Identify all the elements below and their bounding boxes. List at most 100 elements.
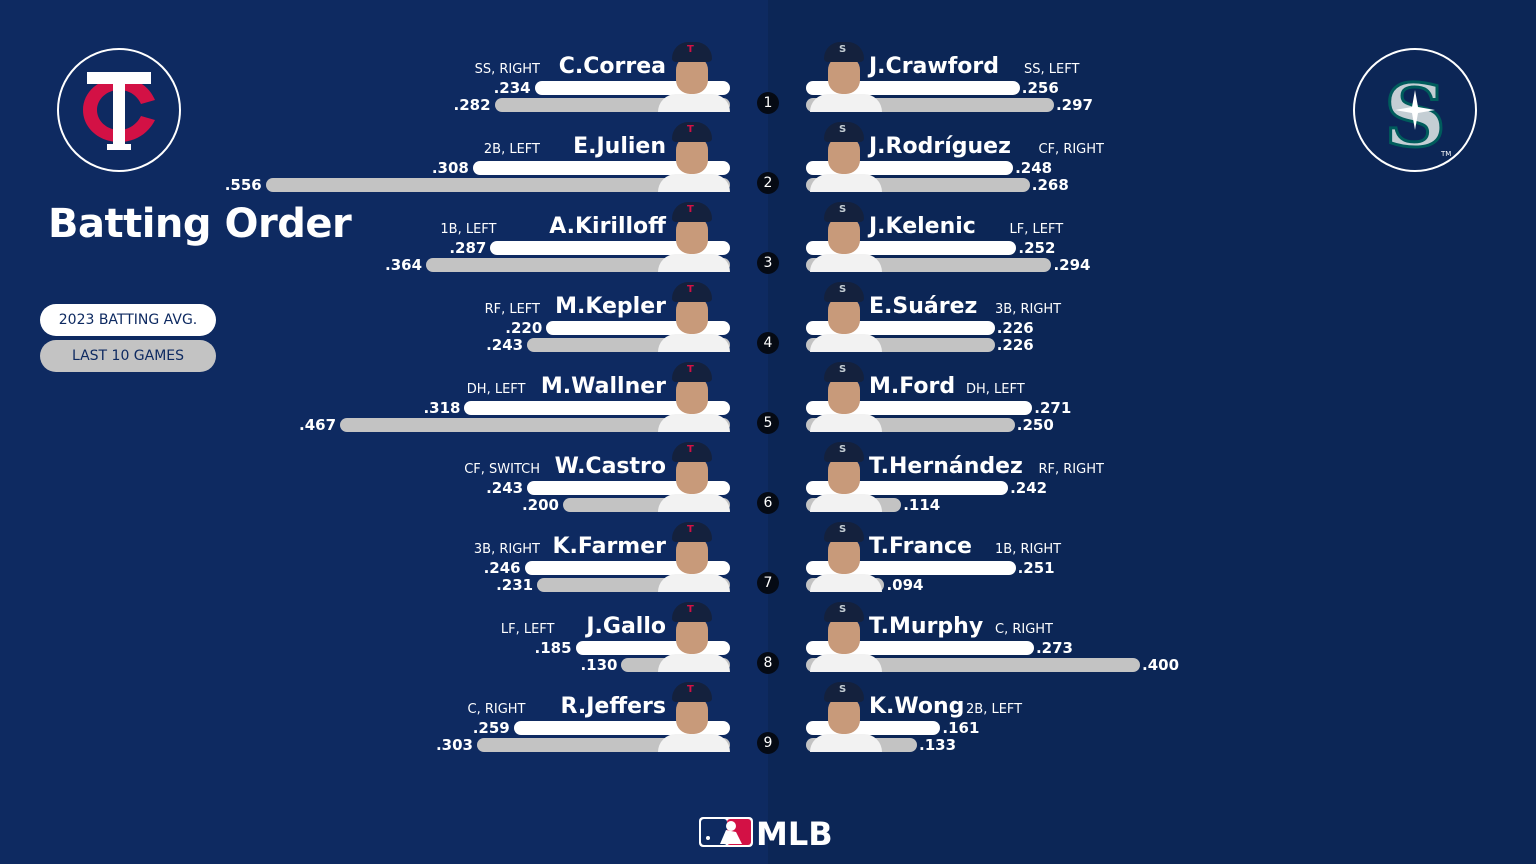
player-name[interactable]: J.Crawford xyxy=(869,54,999,79)
face-shape xyxy=(828,456,860,494)
season-avg-value: .271 xyxy=(1034,399,1072,417)
face-shape xyxy=(828,136,860,174)
cap-shape xyxy=(824,602,864,622)
face-shape xyxy=(676,616,708,654)
cap-shape xyxy=(824,122,864,142)
last-10-avg-value: .231 xyxy=(496,576,534,594)
last-10-avg-value: .114 xyxy=(903,496,941,514)
face-shape xyxy=(828,536,860,574)
player-position: SS, LEFT xyxy=(1024,62,1080,77)
season-avg-bar xyxy=(806,401,1033,415)
player-name[interactable]: T.Murphy xyxy=(869,614,984,639)
face-shape xyxy=(676,296,708,334)
season-avg-value: .246 xyxy=(483,559,521,577)
player-position: LF, LEFT xyxy=(1009,222,1064,237)
last-10-avg-value: .556 xyxy=(224,176,262,194)
player-name[interactable]: K.Farmer xyxy=(552,534,666,559)
last-10-avg-bar xyxy=(340,418,730,432)
face-shape xyxy=(828,216,860,254)
last-10-avg-value: .364 xyxy=(385,256,423,274)
cap-shape xyxy=(672,42,712,62)
cap-shape xyxy=(824,682,864,702)
cap-shape xyxy=(824,442,864,462)
player-name[interactable]: J.Gallo xyxy=(586,614,666,639)
page-title: Batting Order xyxy=(48,201,352,247)
mariners-cap-logo-icon: S xyxy=(839,684,847,695)
face-shape xyxy=(828,296,860,334)
season-avg-value: .242 xyxy=(1010,479,1048,497)
player-name[interactable]: M.Kepler xyxy=(555,294,666,319)
last-10-avg-bar xyxy=(426,258,730,272)
last-10-avg-bar xyxy=(265,178,730,192)
twins-player-photo: T xyxy=(654,440,730,512)
player-name[interactable]: E.Suárez xyxy=(869,294,978,319)
batting-order-number: 1 xyxy=(757,92,779,114)
face-shape xyxy=(676,376,708,414)
player-position: C, RIGHT xyxy=(467,702,526,717)
last-10-avg-value: .400 xyxy=(1142,656,1180,674)
legend-season-avg: 2023 BATTING AVG. xyxy=(40,304,216,336)
jersey-shape xyxy=(658,414,730,432)
last-10-avg-value: .130 xyxy=(580,656,618,674)
player-position: LF, LEFT xyxy=(500,622,555,637)
player-name[interactable]: E.Julien xyxy=(573,134,666,159)
cap-shape xyxy=(672,602,712,622)
twins-player-photo: T xyxy=(654,680,730,752)
last-10-avg-bar xyxy=(806,658,1140,672)
page-title-text: Batting Order xyxy=(48,201,352,247)
player-name[interactable]: M.Ford xyxy=(869,374,956,399)
twins-cap-logo-icon: T xyxy=(687,44,694,55)
player-name[interactable]: M.Wallner xyxy=(540,374,666,399)
mariners-cap-logo-icon: S xyxy=(839,364,847,375)
jersey-shape xyxy=(810,94,882,112)
player-name[interactable]: T.Hernández xyxy=(869,454,1023,479)
player-position: 2B, LEFT xyxy=(966,702,1023,717)
player-position: CF, RIGHT xyxy=(1038,142,1104,157)
last-10-avg-value: .467 xyxy=(299,416,337,434)
batting-order-number: 8 xyxy=(757,652,779,674)
twins-player-photo: T xyxy=(654,600,730,672)
mariners-cap-logo-icon: S xyxy=(839,124,847,135)
twins-cap-logo-icon: T xyxy=(687,604,694,615)
twins-player-photo: T xyxy=(654,360,730,432)
player-name[interactable]: C.Correa xyxy=(558,54,666,79)
twins-player-photo: T xyxy=(654,200,730,272)
season-avg-value: .256 xyxy=(1021,79,1059,97)
twins-player-photo: T xyxy=(654,520,730,592)
season-avg-value: .308 xyxy=(431,159,469,177)
mlb-batter-icon: MLB xyxy=(699,815,833,853)
cap-shape xyxy=(672,202,712,222)
player-name[interactable]: T.France xyxy=(869,534,972,559)
player-name[interactable]: A.Kirilloff xyxy=(549,214,666,239)
season-avg-bar xyxy=(513,721,730,735)
player-position: 1B, LEFT xyxy=(440,222,497,237)
jersey-shape xyxy=(810,414,882,432)
player-name[interactable]: K.Wong xyxy=(869,694,965,719)
last-10-avg-value: .282 xyxy=(453,96,491,114)
batting-order-number: 5 xyxy=(757,412,779,434)
season-avg-bar xyxy=(806,81,1020,95)
season-avg-value: .287 xyxy=(449,239,487,257)
twins-cap-logo-icon: T xyxy=(687,204,694,215)
mariners-cap-logo-icon: S xyxy=(839,44,847,55)
player-position: DH, LEFT xyxy=(466,382,526,397)
player-name[interactable]: W.Castro xyxy=(554,454,666,479)
last-10-avg-value: .094 xyxy=(886,576,924,594)
player-name[interactable]: R.Jeffers xyxy=(560,694,667,719)
cap-shape xyxy=(672,122,712,142)
face-shape xyxy=(676,696,708,734)
cap-shape xyxy=(824,202,864,222)
mlb-logo: MLB xyxy=(698,815,838,853)
player-position: C, RIGHT xyxy=(995,622,1053,637)
jersey-shape xyxy=(658,574,730,592)
player-name[interactable]: J.Rodríguez xyxy=(869,134,1011,159)
twins-cap-logo-icon: T xyxy=(687,124,694,135)
season-avg-bar xyxy=(472,161,730,175)
player-position: CF, SWITCH xyxy=(464,462,540,477)
last-10-avg-value: .268 xyxy=(1031,176,1069,194)
batting-order-number: 4 xyxy=(757,332,779,354)
player-name[interactable]: J.Kelenic xyxy=(869,214,976,239)
last-10-avg-value: .226 xyxy=(996,336,1034,354)
jersey-shape xyxy=(658,174,730,192)
twins-cap-logo-icon: T xyxy=(687,524,694,535)
